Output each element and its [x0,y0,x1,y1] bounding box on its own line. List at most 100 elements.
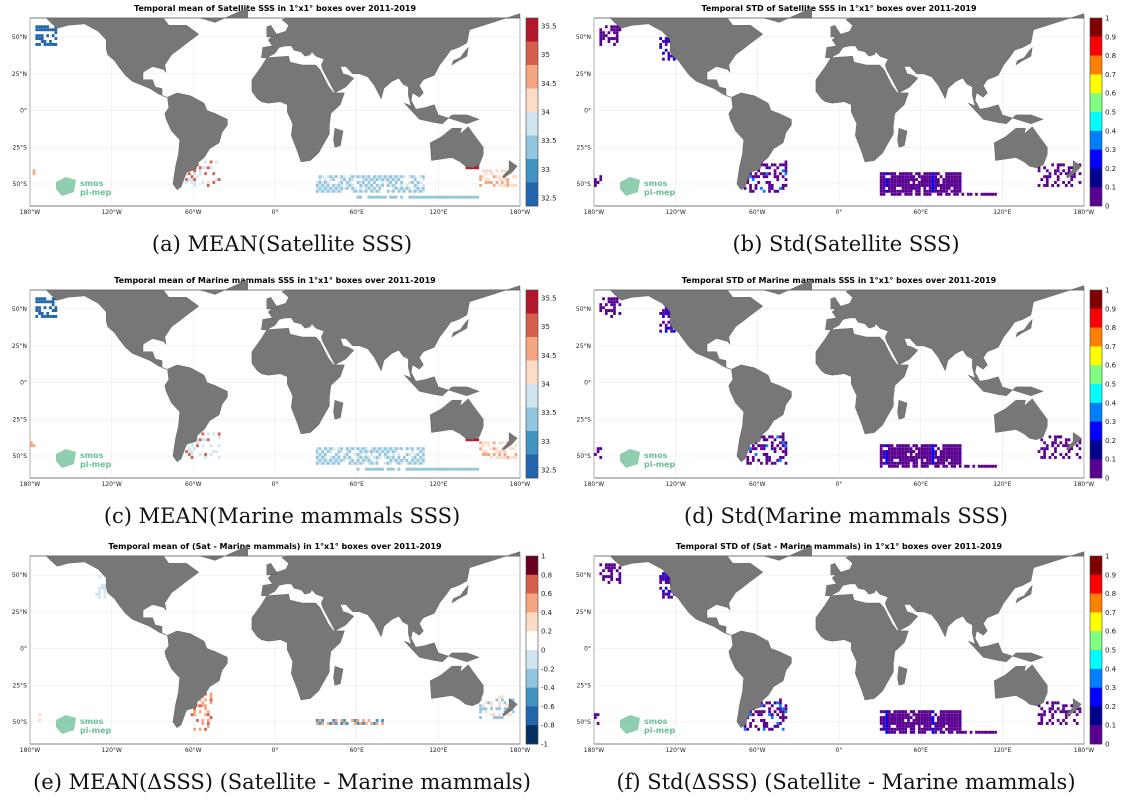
data-box [400,195,403,199]
data-box [618,578,622,581]
data-box [901,189,905,193]
data-box [332,186,335,190]
colorbar-segment [526,88,538,113]
data-box [40,40,44,43]
data-box [898,461,902,465]
data-box [975,730,978,734]
data-box [907,181,910,184]
data-box [945,713,948,717]
colorbar-tick-label: 0.2 [1105,165,1116,173]
lat-tick-label: 50°S [577,453,592,460]
data-box [495,698,499,702]
data-box [324,456,327,459]
data-box [934,444,938,448]
data-box [209,166,213,170]
data-box [378,186,382,190]
data-box [40,315,44,318]
data-box [315,186,319,190]
data-box [879,178,883,182]
data-box [904,192,908,196]
data-box [201,704,205,708]
data-box [610,309,614,313]
data-box [784,453,788,456]
data-box [51,297,55,301]
lat-tick-label: 50°S [577,181,592,188]
data-box [781,441,785,445]
data-box [901,724,905,728]
data-box [484,441,488,445]
data-box [664,578,668,581]
data-box [315,184,319,187]
data-box [509,447,512,451]
data-box [912,175,916,179]
data-box [950,461,954,465]
data-box [381,181,384,184]
colorbar-tick-label: 35.5 [541,23,557,31]
data-box [893,181,897,184]
data-box [599,34,603,38]
data-box [599,303,603,307]
data-box [781,163,785,167]
colorbar-tick-label: 33 [541,166,550,174]
data-box [373,178,376,182]
data-box [893,716,897,720]
data-box [926,719,929,722]
data-box [920,175,924,179]
data-box [898,447,902,451]
data-box [383,447,387,451]
data-box [370,453,374,456]
colorbar-tick-label: 1 [541,553,545,561]
data-box [38,300,41,304]
data-box [896,192,899,196]
data-box [604,34,608,38]
data-box [362,175,365,179]
data-box [937,458,940,462]
data-box [392,186,395,190]
data-box [32,444,36,448]
data-box [765,172,769,176]
data-box [765,456,769,459]
data-box [495,716,499,720]
map-panel: Temporal STD of Marine mammals SSS in 1°… [564,272,1128,539]
data-box [599,31,603,35]
data-box [441,195,444,199]
data-box [35,297,39,301]
data-box [345,447,349,451]
data-box [923,730,927,734]
data-box [206,722,210,725]
lat-tick-label: 50°N [576,34,591,41]
data-box [667,326,671,330]
data-box [896,181,899,184]
data-box [602,34,605,38]
data-box [35,306,39,310]
data-box [367,467,371,471]
data-box [367,186,371,190]
data-box [324,181,327,184]
australia-landmass [429,126,484,169]
data-box [956,181,959,184]
data-box [659,37,663,41]
data-box [602,569,605,573]
data-box [956,175,959,179]
data-box [217,178,221,182]
data-box [760,704,763,708]
data-box [602,578,605,581]
data-box [348,181,352,184]
data-box [781,186,785,190]
lat-tick-label: 0° [584,380,591,387]
data-box [481,707,485,711]
data-box [947,730,951,734]
colorbar-segment [1090,112,1102,132]
lon-tick-label: 180°W [1074,481,1094,488]
data-box [781,713,785,717]
data-box [373,467,376,471]
data-box [1051,444,1055,448]
data-box [610,300,614,304]
data-box [484,181,488,184]
data-box [662,572,665,576]
colorbar-segment [1090,612,1102,632]
data-box [1056,719,1060,722]
data-box [43,25,47,29]
data-box [509,172,512,176]
data-box [776,178,780,182]
